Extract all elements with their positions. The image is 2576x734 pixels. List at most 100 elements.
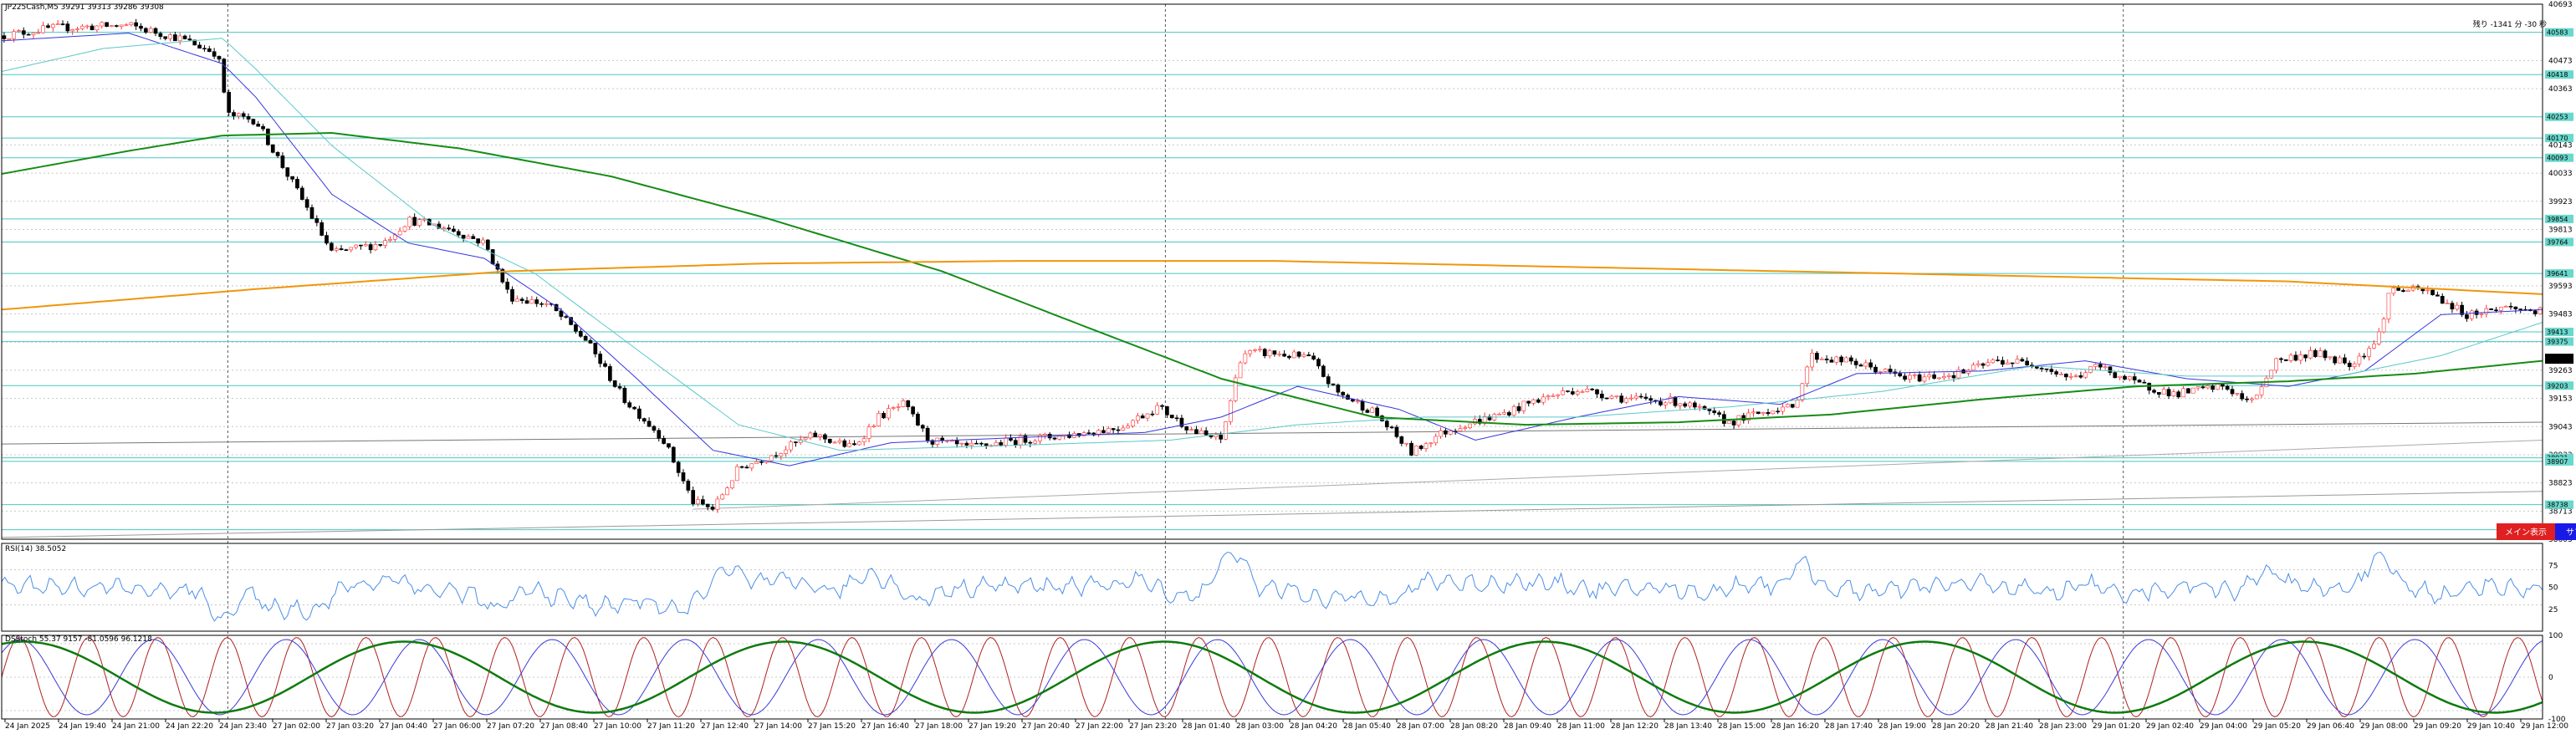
candle-body	[1521, 400, 1526, 411]
candle-body	[2494, 309, 2498, 311]
candle-body	[2054, 371, 2059, 375]
time-tick-label: 27 Jan 12:40	[701, 722, 749, 731]
candle-body	[1888, 369, 1893, 373]
candle-body	[2391, 288, 2396, 294]
level-badge	[2545, 456, 2573, 466]
time-tick-label: 28 Jan 08:20	[1450, 722, 1498, 731]
candle-body	[2195, 386, 2200, 389]
sub-view-button[interactable]: サブ表示	[2555, 523, 2576, 540]
candle-body	[1829, 359, 1834, 363]
candle-body	[2015, 359, 2020, 364]
candle-body	[1248, 349, 1253, 354]
candle-body	[1145, 413, 1150, 419]
candle-body	[1815, 353, 1819, 360]
time-tick-label: 27 Jan 02:00	[273, 722, 320, 731]
level-badge	[2545, 153, 2573, 162]
candle-body	[1121, 427, 1126, 431]
main-view-button[interactable]: メイン表示	[2497, 523, 2555, 540]
level-badge-label: 39413	[2547, 329, 2568, 336]
ma-line-ma-orange	[1, 260, 2543, 311]
candle-body	[696, 499, 700, 504]
candle-body	[847, 443, 851, 447]
candle-body	[280, 155, 285, 168]
ma-line-ma-slow	[1, 131, 2543, 426]
candle-body	[544, 303, 549, 305]
candle-body	[2083, 372, 2088, 378]
candle-body	[2274, 358, 2278, 371]
level-badge	[2545, 134, 2573, 143]
price-tick-label: 40143	[2548, 141, 2573, 150]
candle-body	[1673, 396, 1678, 406]
candle-body	[2430, 289, 2435, 296]
time-tick-label: 27 Jan 22:00	[1076, 722, 1123, 731]
rsi-legend: RSI(14) 38.5052	[5, 545, 66, 553]
candle-body	[2328, 356, 2333, 359]
candle-body	[754, 461, 759, 464]
level-badge-label: 39375	[2547, 339, 2568, 346]
candle-body	[887, 408, 891, 419]
candle-body	[1174, 417, 1179, 420]
candle-body	[524, 300, 529, 304]
candle-body	[2513, 306, 2518, 309]
level-badge-label: 39764	[2547, 238, 2568, 246]
candle-body	[1004, 437, 1008, 446]
candle-body	[2298, 354, 2303, 361]
sub-view-button-bg[interactable]	[2555, 523, 2576, 540]
candle-body	[789, 441, 793, 451]
candle-body	[490, 249, 495, 265]
stoch-slow-line	[1, 640, 2543, 714]
level-badge	[2545, 28, 2573, 37]
candle-body	[1224, 421, 1228, 440]
candle-body	[339, 248, 344, 250]
candle-body	[2108, 366, 2113, 373]
candle-body	[930, 440, 935, 445]
candle-body	[1316, 359, 1321, 367]
candle-body	[168, 34, 172, 39]
candle-body	[1805, 366, 1810, 385]
candle-body	[2245, 398, 2249, 400]
candle-body	[1986, 362, 1991, 366]
candle-body	[1013, 440, 1018, 446]
candles	[2, 18, 2543, 513]
main-view-button-bg[interactable]	[2497, 523, 2555, 540]
main-view-button-label[interactable]: メイン表示	[2505, 527, 2547, 538]
candle-body	[1165, 406, 1169, 415]
candle-body	[80, 25, 84, 29]
candle-body	[1429, 442, 1434, 445]
time-tick-label: 28 Jan 17:40	[1825, 722, 1873, 731]
candle-body	[1414, 446, 1418, 456]
candle-body	[290, 176, 294, 180]
sub-view-button-label[interactable]: サブ表示	[2566, 527, 2576, 538]
candle-body	[1736, 415, 1741, 426]
candle-body	[1624, 398, 1628, 403]
candle-body	[1951, 375, 1956, 379]
candle-body	[1184, 426, 1189, 431]
candle-body	[270, 144, 275, 153]
candle-body	[1487, 415, 1492, 421]
candle-body	[334, 248, 339, 251]
candle-body	[1096, 430, 1101, 436]
candle-body	[2068, 375, 2073, 378]
candle-body	[1991, 359, 1996, 364]
candle-body	[1688, 402, 1692, 407]
candle-body	[237, 113, 241, 116]
candle-body	[1707, 409, 1712, 411]
candle-body	[1781, 406, 1785, 412]
candle-body	[124, 24, 129, 26]
candle-body	[2220, 384, 2225, 387]
candle-body	[2376, 331, 2381, 344]
candle-body	[1629, 397, 1633, 400]
level-badge	[2545, 381, 2573, 390]
candle-body	[1033, 441, 1037, 444]
candle-body	[442, 227, 447, 229]
candle-body	[1296, 351, 1301, 357]
candle-body	[794, 441, 798, 443]
candle-body	[481, 239, 485, 244]
candle-body	[882, 413, 886, 419]
candle-body	[1551, 395, 1556, 397]
rsi-tick-label: 50	[2548, 584, 2558, 593]
candle-body	[1101, 430, 1106, 433]
candle-body	[50, 23, 55, 28]
candle-body	[2161, 389, 2166, 395]
candle-body	[637, 408, 641, 419]
